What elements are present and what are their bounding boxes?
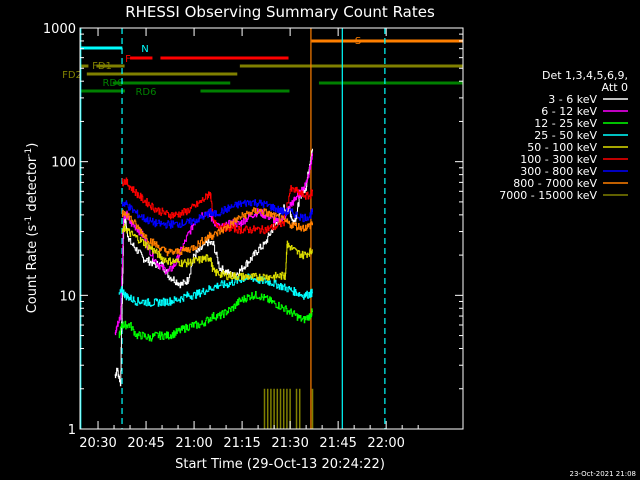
flag-bars: NF FD1 FD2 RD0 RD6 S — [62, 36, 463, 98]
y-axis-label-sup: -1 — [24, 216, 34, 225]
legend-label: 7000 - 15000 keV — [499, 189, 597, 202]
y-axis-label-main: Count Rate (s — [25, 225, 40, 314]
series-line-3-6-kev — [114, 148, 313, 387]
x-tick-label: 20:30 — [79, 436, 116, 451]
legend-label: 300 - 800 keV — [520, 165, 597, 178]
y-axis-label: Count Rate (s-1 detector-1) — [24, 143, 40, 314]
legend-header-1: Det 1,3,4,5,6,9, — [542, 69, 628, 82]
flag-label-f: F — [125, 54, 131, 65]
legend-label: 50 - 100 keV — [527, 141, 597, 154]
legend-header-2: Att 0 — [602, 81, 628, 94]
event-lines — [80, 28, 386, 429]
x-axis-label: Start Time (29-Oct-13 20:24:22) — [175, 457, 385, 472]
series-line-25-50-kev — [118, 273, 313, 307]
legend-label: 800 - 7000 keV — [513, 177, 597, 190]
x-axis-ticks: 20:30 20:45 21:00 21:15 21:30 21:45 22:00 — [79, 28, 419, 451]
plot-frame — [79, 27, 464, 430]
legend-label: 100 - 300 keV — [520, 153, 597, 166]
x-tick-label: 21:00 — [175, 436, 212, 451]
flag-label-fd1: FD1 — [92, 61, 112, 72]
series-line-6-12-kev — [114, 153, 313, 336]
series-line-100-300-kev — [121, 177, 313, 235]
y-axis-label-mid: detector — [25, 156, 40, 216]
y-tick-label: 1000 — [43, 22, 76, 37]
series-line-800-7000-kev — [121, 207, 313, 257]
series-line-50-100-kev — [121, 223, 313, 282]
legend-label: 12 - 25 keV — [534, 117, 597, 130]
series-lines — [114, 148, 313, 387]
flag-label-fd2: FD2 — [62, 70, 82, 81]
flag-label-rd0: RD0 — [102, 78, 123, 89]
y-tick-label: 10 — [59, 289, 76, 304]
plot-area: NF FD1 FD2 RD0 RD6 S — [62, 28, 463, 429]
y-axis-label-end: ) — [25, 143, 40, 148]
chart-title: RHESSI Observing Summary Count Rates — [125, 3, 435, 21]
x-tick-label: 22:00 — [367, 436, 404, 451]
y-tick-label: 1 — [68, 423, 76, 438]
y-axis-label-sup2: -1 — [24, 148, 34, 157]
flag-label-rd6: RD6 — [135, 87, 156, 98]
y-axis-ticks: 1 10 100 1000 — [43, 22, 463, 438]
generated-timestamp: 23-Oct-2021 21:08 — [570, 470, 636, 478]
flag-label-s: S — [355, 36, 361, 47]
x-tick-label: 21:15 — [223, 436, 260, 451]
y-tick-label: 100 — [51, 156, 76, 171]
flag-label-n: N — [141, 44, 148, 55]
x-tick-label: 20:45 — [127, 436, 164, 451]
series-line-12-25-kev — [118, 291, 313, 342]
series-line-300-800-kev — [121, 199, 313, 229]
legend-label: 6 - 12 keV — [541, 105, 597, 118]
legend-label: 25 - 50 keV — [534, 129, 597, 142]
legend-label: 3 - 6 keV — [548, 93, 597, 106]
x-tick-label: 21:45 — [319, 436, 356, 451]
x-tick-label: 21:30 — [271, 436, 308, 451]
